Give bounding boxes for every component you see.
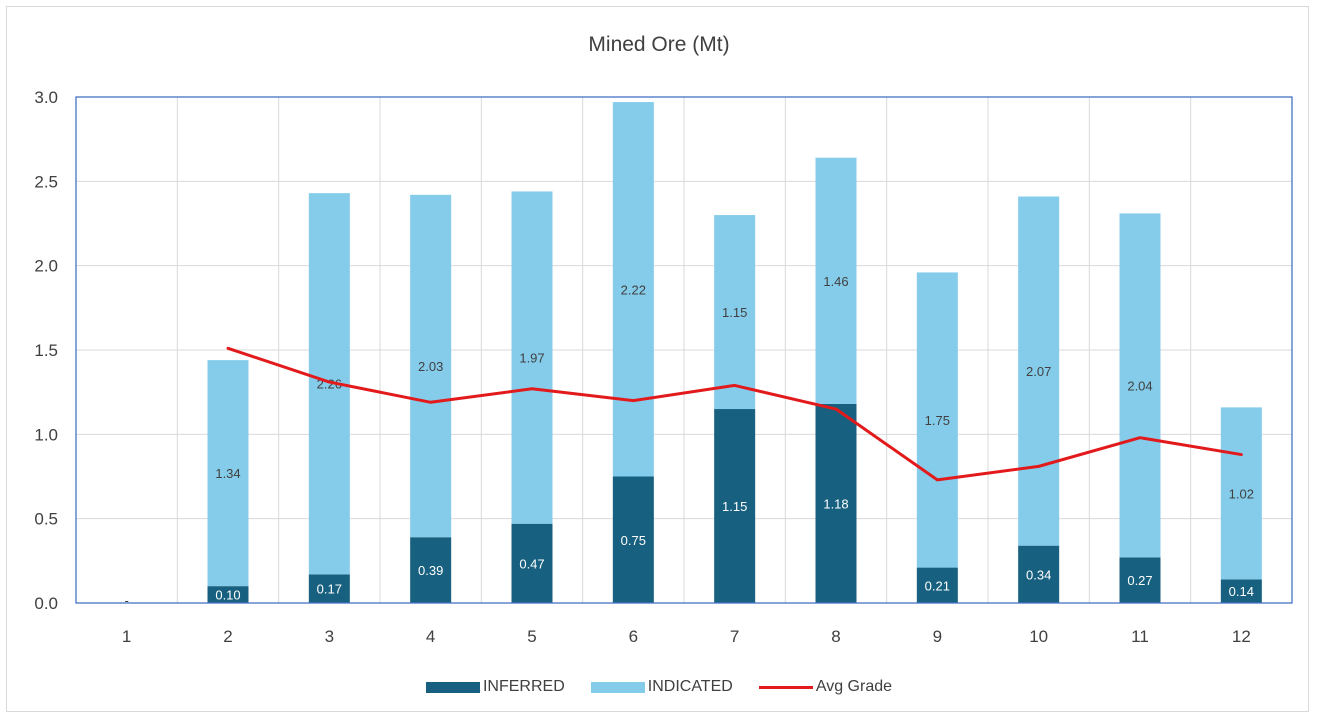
x-tick-label: 7 [730, 627, 739, 646]
bar-indicated [612, 102, 654, 477]
data-label-inferred: 0.34 [1026, 567, 1051, 582]
bar-inferred [207, 586, 249, 603]
data-label-inferred: 0.27 [1127, 573, 1152, 588]
y-tick-label: 0.5 [34, 510, 58, 529]
data-label-inferred: 0.47 [519, 556, 544, 571]
legend-swatch-avg-grade [758, 685, 813, 689]
x-tick-label: 8 [831, 627, 840, 646]
data-label-inferred: 0.10 [215, 588, 240, 603]
data-label-indicated: 1.15 [722, 305, 747, 320]
chart-title: Mined Ore (Mt) [588, 33, 730, 56]
y-tick-label: 1.5 [34, 341, 58, 360]
bar-inferred [815, 403, 857, 603]
y-tick-label: 1.0 [34, 425, 58, 444]
legend-swatch-inferred [425, 681, 480, 693]
x-tick-label: 5 [527, 627, 536, 646]
legend-label-inferred: INFERRED [482, 678, 565, 695]
bar-inferred [612, 476, 654, 603]
bar-indicated [1220, 407, 1262, 580]
legend-label-avg-grade: Avg Grade [815, 678, 893, 695]
x-tick-label: 1 [122, 627, 131, 646]
bar-indicated [410, 194, 452, 538]
x-tick-label: 3 [325, 627, 334, 646]
data-label-indicated: 1.46 [823, 274, 848, 289]
legend-item-inferred: INFERRED [425, 678, 565, 696]
bar-inferred [308, 574, 350, 603]
bar-indicated [1119, 213, 1161, 558]
y-tick-label: 2.0 [34, 257, 58, 276]
data-label-indicated: 1.02 [1229, 486, 1254, 501]
bar-inferred [511, 523, 553, 603]
data-label-indicated: 1.97 [519, 351, 544, 366]
line-series-avg-grade [226, 346, 1243, 482]
data-label-inferred: 1.15 [722, 499, 747, 514]
bar-inferred [1018, 545, 1060, 603]
data-label-inferred: 0.17 [317, 582, 342, 597]
bar-inferred [410, 537, 452, 603]
bar-inferred [714, 409, 756, 603]
y-tick-label: 0.0 [34, 594, 58, 613]
data-label-inferred: 0.21 [925, 578, 950, 593]
data-label-indicated: 1.75 [925, 413, 950, 428]
bar-indicated [714, 215, 756, 410]
legend-item-indicated: INDICATED [590, 678, 733, 696]
x-tick-label: 12 [1232, 627, 1251, 646]
x-tick-label: 11 [1131, 627, 1149, 646]
x-tick-label: 6 [629, 627, 638, 646]
y-tick-label: 3.0 [34, 88, 58, 107]
legend-item-avg-grade: Avg Grade [758, 678, 893, 696]
data-label-indicated: 2.03 [418, 359, 443, 374]
data-label-inferred: 0.75 [621, 533, 646, 548]
x-tick-label: 10 [1029, 627, 1048, 646]
bar-indicated [815, 157, 857, 404]
y-tick-label: 2.5 [34, 172, 58, 191]
data-label-inferred: 0.14 [1229, 584, 1254, 599]
data-label-indicated: 1.34 [215, 466, 240, 481]
x-tick-label: 9 [933, 627, 942, 646]
data-label-indicated: 2.04 [1127, 378, 1152, 393]
bar-inferred [916, 567, 958, 603]
bar-indicated [1018, 196, 1060, 546]
bar-indicated [511, 191, 553, 524]
bar-indicated [207, 360, 249, 587]
data-label-indicated: 2.22 [621, 282, 646, 297]
bar-indicated [916, 272, 958, 568]
legend-label-indicated: INDICATED [647, 678, 733, 695]
x-tick-label: 2 [223, 627, 232, 646]
data-label-inferred: 1.18 [823, 496, 848, 511]
legend-swatch-indicated [590, 681, 645, 693]
data-label-indicated: 2.07 [1026, 364, 1051, 379]
chart-legend: INFERRED INDICATED Avg Grade [0, 676, 1318, 698]
plot-border [75, 96, 1293, 604]
bar-inferred [1220, 579, 1262, 603]
x-tick-label: 4 [426, 627, 435, 646]
bar-inferred [1119, 557, 1161, 603]
data-label-inferred: - [124, 593, 128, 608]
data-label-inferred: 0.39 [418, 563, 443, 578]
